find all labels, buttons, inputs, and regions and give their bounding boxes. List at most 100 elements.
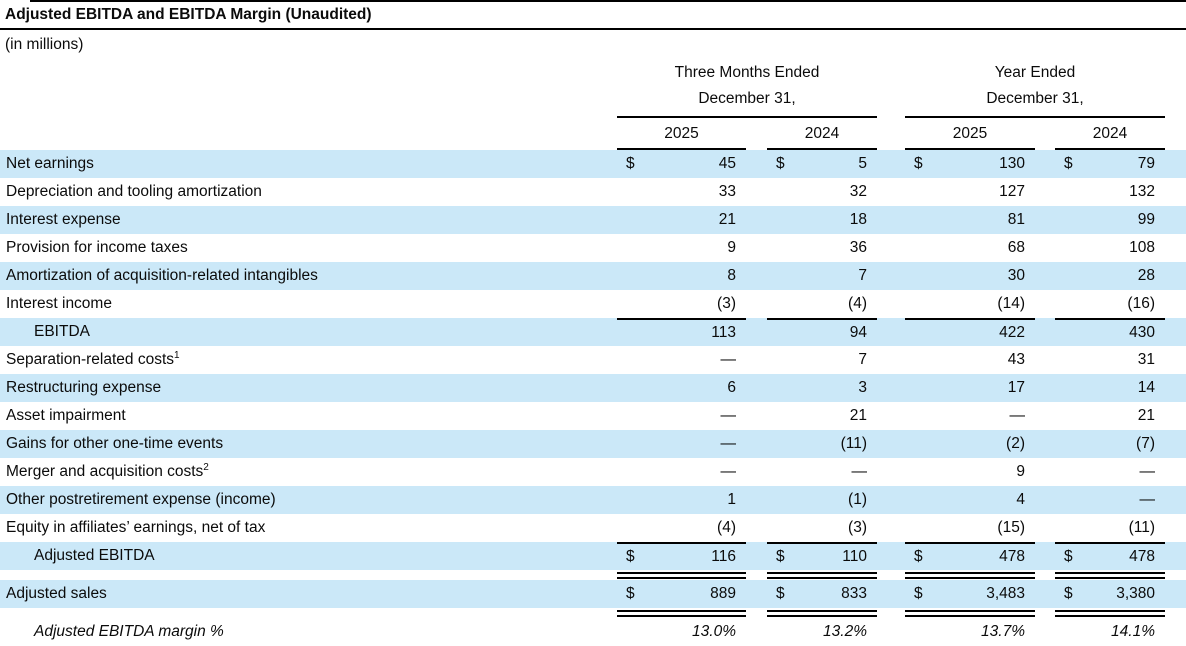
value: 21: [849, 407, 867, 424]
value-cell-y-2024: 99: [1055, 206, 1165, 234]
table-row: EBITDA 113 94 422 430: [0, 318, 1186, 346]
value-cell-y-2025: (14): [905, 290, 1035, 318]
value-cell-y-2025: $130: [905, 150, 1035, 178]
table-row: Equity in affiliates’ earnings, net of t…: [0, 514, 1186, 542]
value: 130: [999, 155, 1025, 172]
value: 32: [849, 183, 867, 200]
value-cell-y-2024: (11): [1055, 514, 1165, 542]
value-cell-y-2024: 28: [1055, 262, 1165, 290]
value: —: [720, 407, 737, 424]
value-cell-q-2025: 13.0%: [617, 618, 746, 646]
value: 6: [727, 379, 736, 396]
value-cell-q-2025: $889: [617, 580, 746, 608]
value-cell-q-2024: (1): [767, 486, 877, 514]
row-label: Asset impairment: [6, 407, 126, 424]
table-row: Gains for other one-time events — (11) (…: [0, 430, 1186, 458]
value-cell-y-2024: $3,380: [1055, 580, 1165, 608]
table-row: Restructuring expense 6 3 17 14: [0, 374, 1186, 402]
value-cell-y-2024: 31: [1055, 346, 1165, 374]
value: 3: [858, 379, 867, 396]
value: (15): [997, 519, 1025, 536]
currency-symbol: $: [776, 585, 785, 602]
value: 43: [1007, 351, 1025, 368]
table-row: Depreciation and tooling amortization 33…: [0, 178, 1186, 206]
row-label: Other postretirement expense (income): [6, 491, 276, 508]
currency-symbol: $: [626, 155, 635, 172]
value-cell-y-2025: 127: [905, 178, 1035, 206]
value: (4): [717, 519, 736, 536]
footnote-marker: 2: [203, 462, 209, 474]
currency-symbol: $: [626, 548, 635, 565]
currency-symbol: $: [776, 548, 785, 565]
value: 3,483: [986, 585, 1025, 602]
value: 36: [849, 239, 867, 256]
row-label: Net earnings: [6, 155, 94, 172]
value-cell-q-2025: 1: [617, 486, 746, 514]
value: 21: [1137, 407, 1155, 424]
currency-symbol: $: [914, 548, 923, 565]
double-rule-row: [0, 608, 1186, 618]
value: (16): [1127, 295, 1155, 312]
footnote-marker: 1: [174, 350, 180, 362]
value-cell-q-2024: —: [767, 458, 877, 486]
row-label: Merger and acquisition costs2: [6, 462, 209, 481]
double-underline: [905, 571, 1035, 579]
value: 68: [1007, 239, 1025, 256]
row-label: Provision for income taxes: [6, 239, 188, 256]
value-cell-q-2024: 3: [767, 374, 877, 402]
value-cell-y-2025: (15): [905, 514, 1035, 542]
value: 14: [1137, 379, 1155, 396]
value-cell-q-2024: 13.2%: [767, 618, 877, 646]
value: 18: [849, 211, 867, 228]
value: 14.1%: [1111, 623, 1155, 640]
value-cell-y-2025: 68: [905, 234, 1035, 262]
value: 7: [858, 351, 867, 368]
value: 17: [1007, 379, 1025, 396]
units-note: (in millions): [5, 36, 84, 53]
value: —: [1139, 463, 1156, 480]
row-label: Adjusted EBITDA: [34, 547, 155, 564]
value-cell-q-2025: —: [617, 402, 746, 430]
value: —: [720, 435, 737, 452]
row-label: EBITDA: [34, 323, 90, 340]
value-cell-q-2024: 36: [767, 234, 877, 262]
value-cell-q-2024: (11): [767, 430, 877, 458]
table-row: Adjusted EBITDA margin % 13.0% 13.2% 13.…: [0, 618, 1186, 646]
value-cell-y-2024: 108: [1055, 234, 1165, 262]
value-cell-q-2025: 33: [617, 178, 746, 206]
col-group-three-months: Three Months Ended December 31,: [617, 60, 877, 118]
value-cell-q-2025: —: [617, 458, 746, 486]
currency-symbol: $: [626, 585, 635, 602]
value: (14): [997, 295, 1025, 312]
year-header-y-2024: 2024: [1055, 118, 1165, 150]
table-body: Net earnings $45 $5 $130 $79 Depreciatio…: [0, 150, 1186, 646]
value: 833: [841, 585, 867, 602]
value: 3,380: [1116, 585, 1155, 602]
table-row: Interest income (3) (4) (14) (16): [0, 290, 1186, 318]
value-cell-q-2024: 7: [767, 346, 877, 374]
currency-symbol: $: [1064, 585, 1073, 602]
value: (11): [1128, 519, 1155, 536]
value-cell-y-2024: 14: [1055, 374, 1165, 402]
value: 127: [999, 183, 1025, 200]
value-cell-q-2024: (3): [767, 514, 877, 542]
value-cell-y-2025: —: [905, 402, 1035, 430]
value-cell-y-2024: —: [1055, 458, 1165, 486]
value: 478: [1129, 548, 1155, 565]
row-label: Interest income: [6, 295, 112, 312]
table-header-years: 2025 2024 2025 2024: [0, 118, 1186, 150]
value-cell-y-2024: (16): [1055, 290, 1165, 318]
value-cell-y-2025: 422: [905, 318, 1035, 346]
value-cell-y-2024: 21: [1055, 402, 1165, 430]
page-title: Adjusted EBITDA and EBITDA Margin (Unaud…: [0, 0, 1186, 30]
currency-symbol: $: [1064, 548, 1073, 565]
value-cell-y-2025: 17: [905, 374, 1035, 402]
value: —: [1009, 407, 1026, 424]
value: 31: [1137, 351, 1155, 368]
value: 889: [710, 585, 736, 602]
value-cell-q-2025: (3): [617, 290, 746, 318]
value-cell-q-2024: 7: [767, 262, 877, 290]
value-cell-y-2025: 81: [905, 206, 1035, 234]
value: 9: [727, 239, 736, 256]
value-cell-y-2024: 430: [1055, 318, 1165, 346]
